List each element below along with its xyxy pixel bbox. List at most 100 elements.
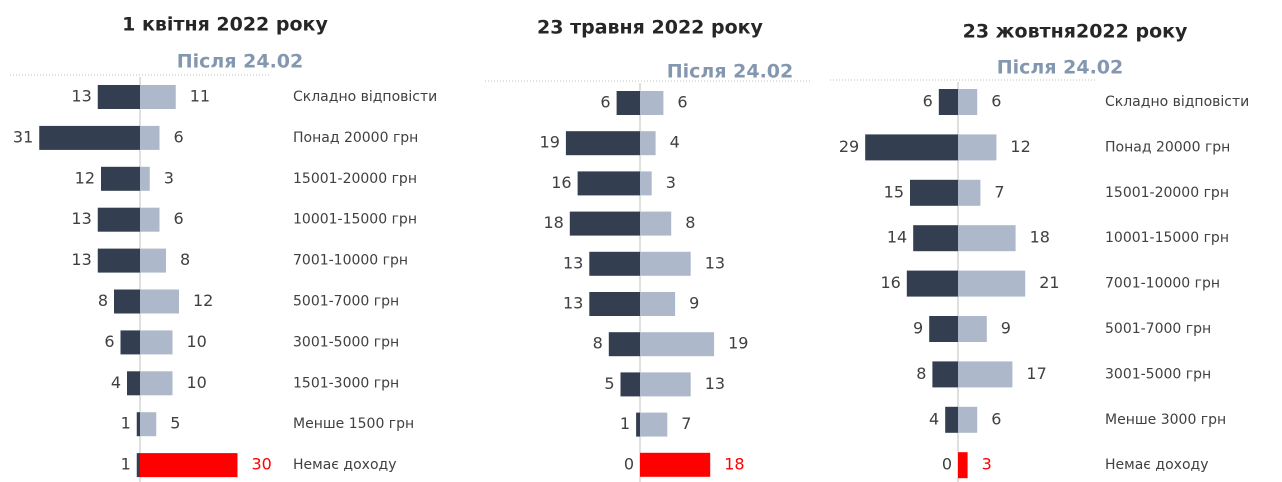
bar-right (640, 332, 715, 357)
value-label: 11 (190, 87, 210, 106)
value-label: 8 (593, 334, 603, 353)
value-label: 1 (620, 414, 630, 433)
category-label: Складно відповісти (1105, 94, 1249, 110)
bar-right (640, 171, 652, 196)
value-label: 9 (1001, 319, 1011, 338)
value-label: 6 (600, 93, 610, 112)
bar-left (910, 179, 958, 206)
bar-left (932, 361, 958, 388)
value-label: 12 (1010, 137, 1030, 156)
bar-right (640, 452, 711, 477)
bar-left (620, 372, 640, 397)
chart-subtitle: Після 24.02 (667, 61, 794, 83)
value-label: 19 (728, 334, 748, 353)
value-label: 3 (164, 168, 174, 187)
value-label: 18 (543, 213, 563, 232)
value-label: 6 (991, 92, 1001, 111)
bar-right (958, 406, 978, 433)
value-label: 8 (916, 364, 926, 383)
value-label: 10 (187, 332, 207, 351)
bar-right (140, 166, 150, 191)
value-label: 9 (913, 319, 923, 338)
bar-left (865, 134, 958, 161)
chart-subtitle: Після 24.02 (177, 51, 304, 73)
bar-left (913, 225, 958, 252)
category-label: 10001-15000 грн (1105, 230, 1229, 246)
category-label: 15001-20000 грн (1105, 185, 1229, 201)
value-label: 4 (670, 133, 680, 152)
value-label: 13 (563, 253, 583, 272)
bar-right (140, 412, 157, 437)
bar-right (640, 91, 664, 115)
value-label: 5 (170, 414, 180, 433)
value-label: 13 (71, 87, 91, 106)
value-label: 6 (991, 409, 1001, 428)
value-label: 6 (677, 93, 687, 112)
value-label: 0 (624, 454, 634, 473)
bar-left (101, 166, 140, 191)
bar-right (640, 131, 656, 156)
category-label: 7001-10000 грн (293, 253, 408, 269)
bar-left (938, 89, 958, 115)
value-label: 12 (193, 291, 213, 310)
value-label: 30 (252, 455, 272, 474)
bar-left (565, 131, 640, 156)
value-label: 13 (71, 209, 91, 228)
bar-right (958, 225, 1016, 252)
value-label: 6 (104, 332, 114, 351)
value-label: 5 (604, 374, 614, 393)
value-label: 6 (174, 127, 184, 146)
category-label: Складно відповісти (293, 89, 437, 105)
category-label: Понад 20000 грн (293, 130, 418, 146)
bar-right (958, 316, 987, 342)
bar-right (140, 289, 179, 314)
value-label: 3 (666, 173, 676, 192)
value-label: 0 (942, 455, 952, 474)
bar-right (958, 179, 981, 206)
bar-left (589, 251, 640, 276)
bar-left (97, 248, 140, 273)
bar-left (136, 453, 140, 478)
bar-right (140, 371, 173, 396)
bar-left (39, 125, 140, 150)
value-label: 16 (551, 173, 571, 192)
category-label: 15001-20000 грн (293, 171, 417, 187)
bar-left (136, 412, 140, 437)
bar-right (640, 251, 691, 276)
value-label: 8 (98, 291, 108, 310)
category-label: 7001-10000 грн (1105, 276, 1220, 292)
bar-right (640, 372, 691, 397)
value-label: 12 (75, 168, 95, 187)
bar-right (958, 452, 968, 479)
category-label: Менше 3000 грн (1105, 412, 1226, 428)
chart-subtitle: Після 24.02 (997, 57, 1124, 79)
value-label: 13 (563, 294, 583, 313)
value-label: 10 (187, 373, 207, 392)
bar-right (958, 134, 997, 161)
bar-right (140, 207, 160, 232)
bar-left (906, 270, 958, 297)
bar-right (640, 211, 672, 236)
chart-title: 23 травня 2022 року (537, 17, 763, 39)
bar-left (114, 289, 140, 314)
value-label: 13 (71, 250, 91, 269)
value-label: 21 (1039, 273, 1059, 292)
bar-left (120, 330, 140, 355)
value-label: 4 (929, 409, 939, 428)
bar-left (97, 207, 140, 232)
bar-right (140, 330, 173, 355)
bar-left (127, 371, 140, 396)
bar-right (140, 125, 160, 150)
value-label: 14 (887, 228, 907, 247)
value-label: 6 (174, 209, 184, 228)
value-label: 7 (681, 414, 691, 433)
value-label: 16 (880, 273, 900, 292)
value-label: 19 (540, 133, 560, 152)
chart-title: 23 жовтня2022 року (963, 21, 1188, 43)
category-label: 3001-5000 грн (1105, 366, 1211, 382)
bar-right (140, 248, 166, 273)
value-label: 7 (994, 182, 1004, 201)
value-label: 18 (724, 454, 744, 473)
category-label: 3001-5000 грн (293, 334, 399, 350)
